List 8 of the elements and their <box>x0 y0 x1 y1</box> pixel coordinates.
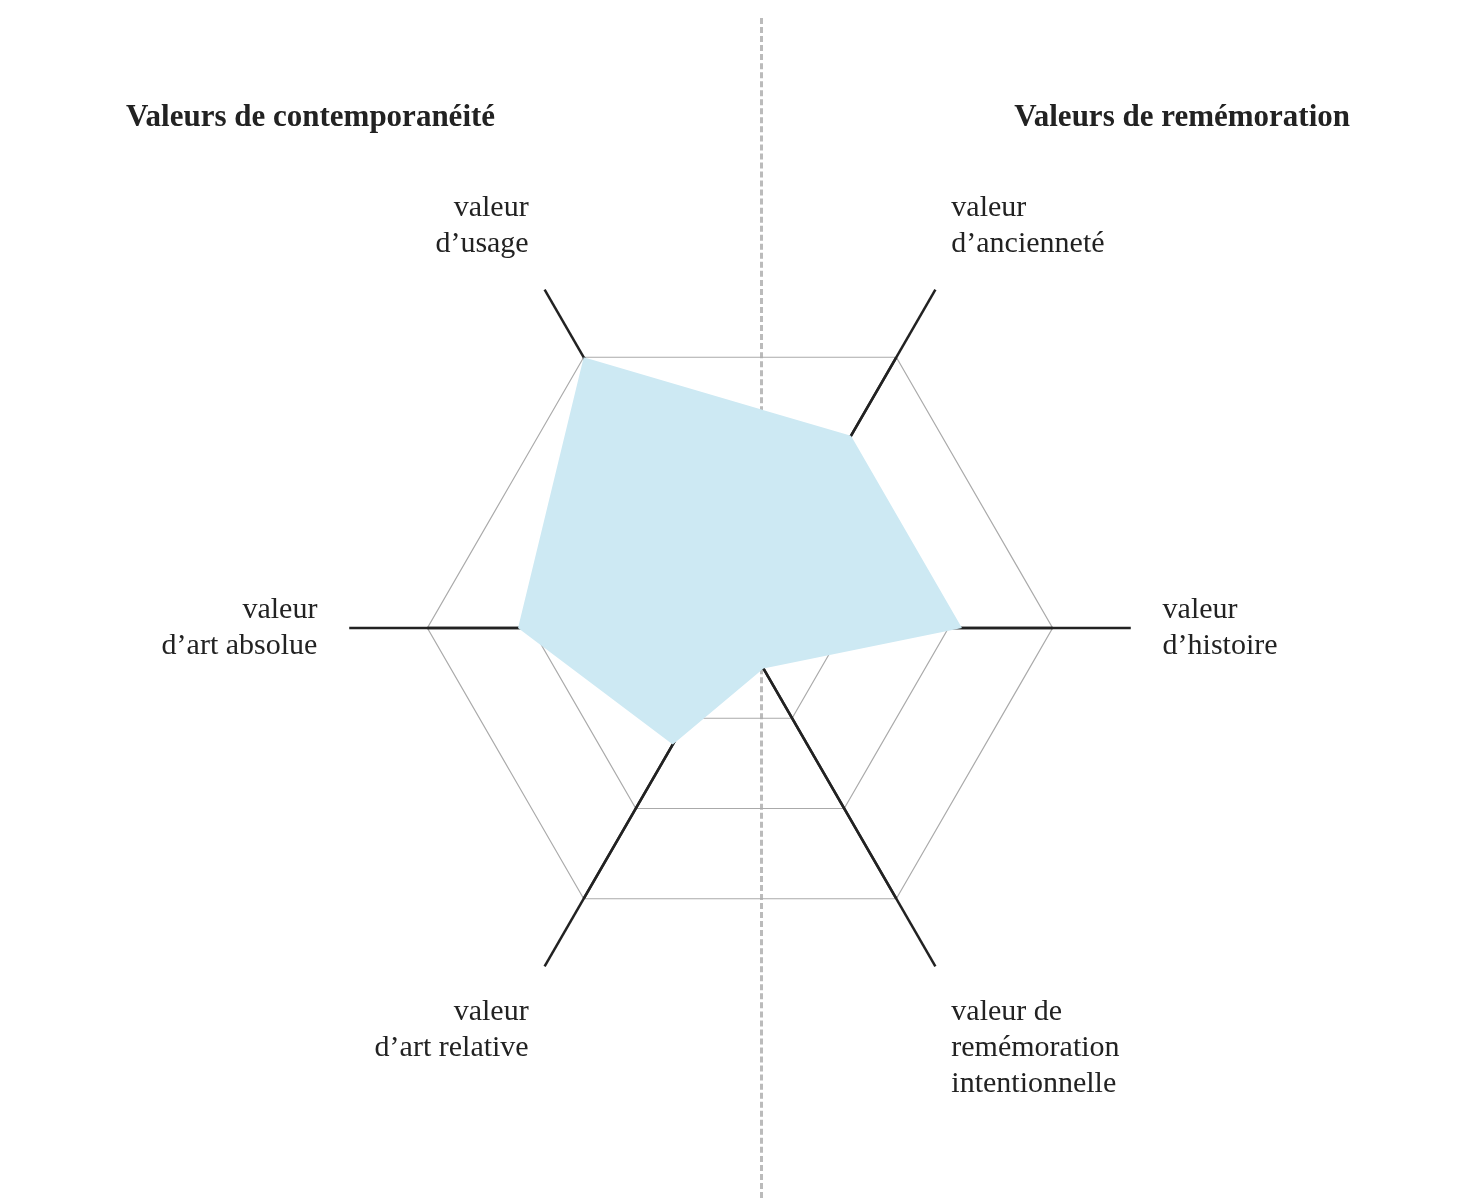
spoke-label: valeur d’art absolue <box>161 590 318 660</box>
text: Valeurs de contemporanéité <box>126 98 496 134</box>
spoke-label: valeur d’art relative <box>374 992 529 1062</box>
text: Valeurs de remémoration <box>1014 98 1350 134</box>
spoke-label: valeur d’usage <box>435 188 529 258</box>
spoke-label: valeur d’ancienneté <box>951 188 1105 258</box>
spoke-label: valeur de remémoration intentionnelle <box>951 992 1120 1098</box>
spoke-label: valeur d’histoire <box>1162 590 1278 660</box>
